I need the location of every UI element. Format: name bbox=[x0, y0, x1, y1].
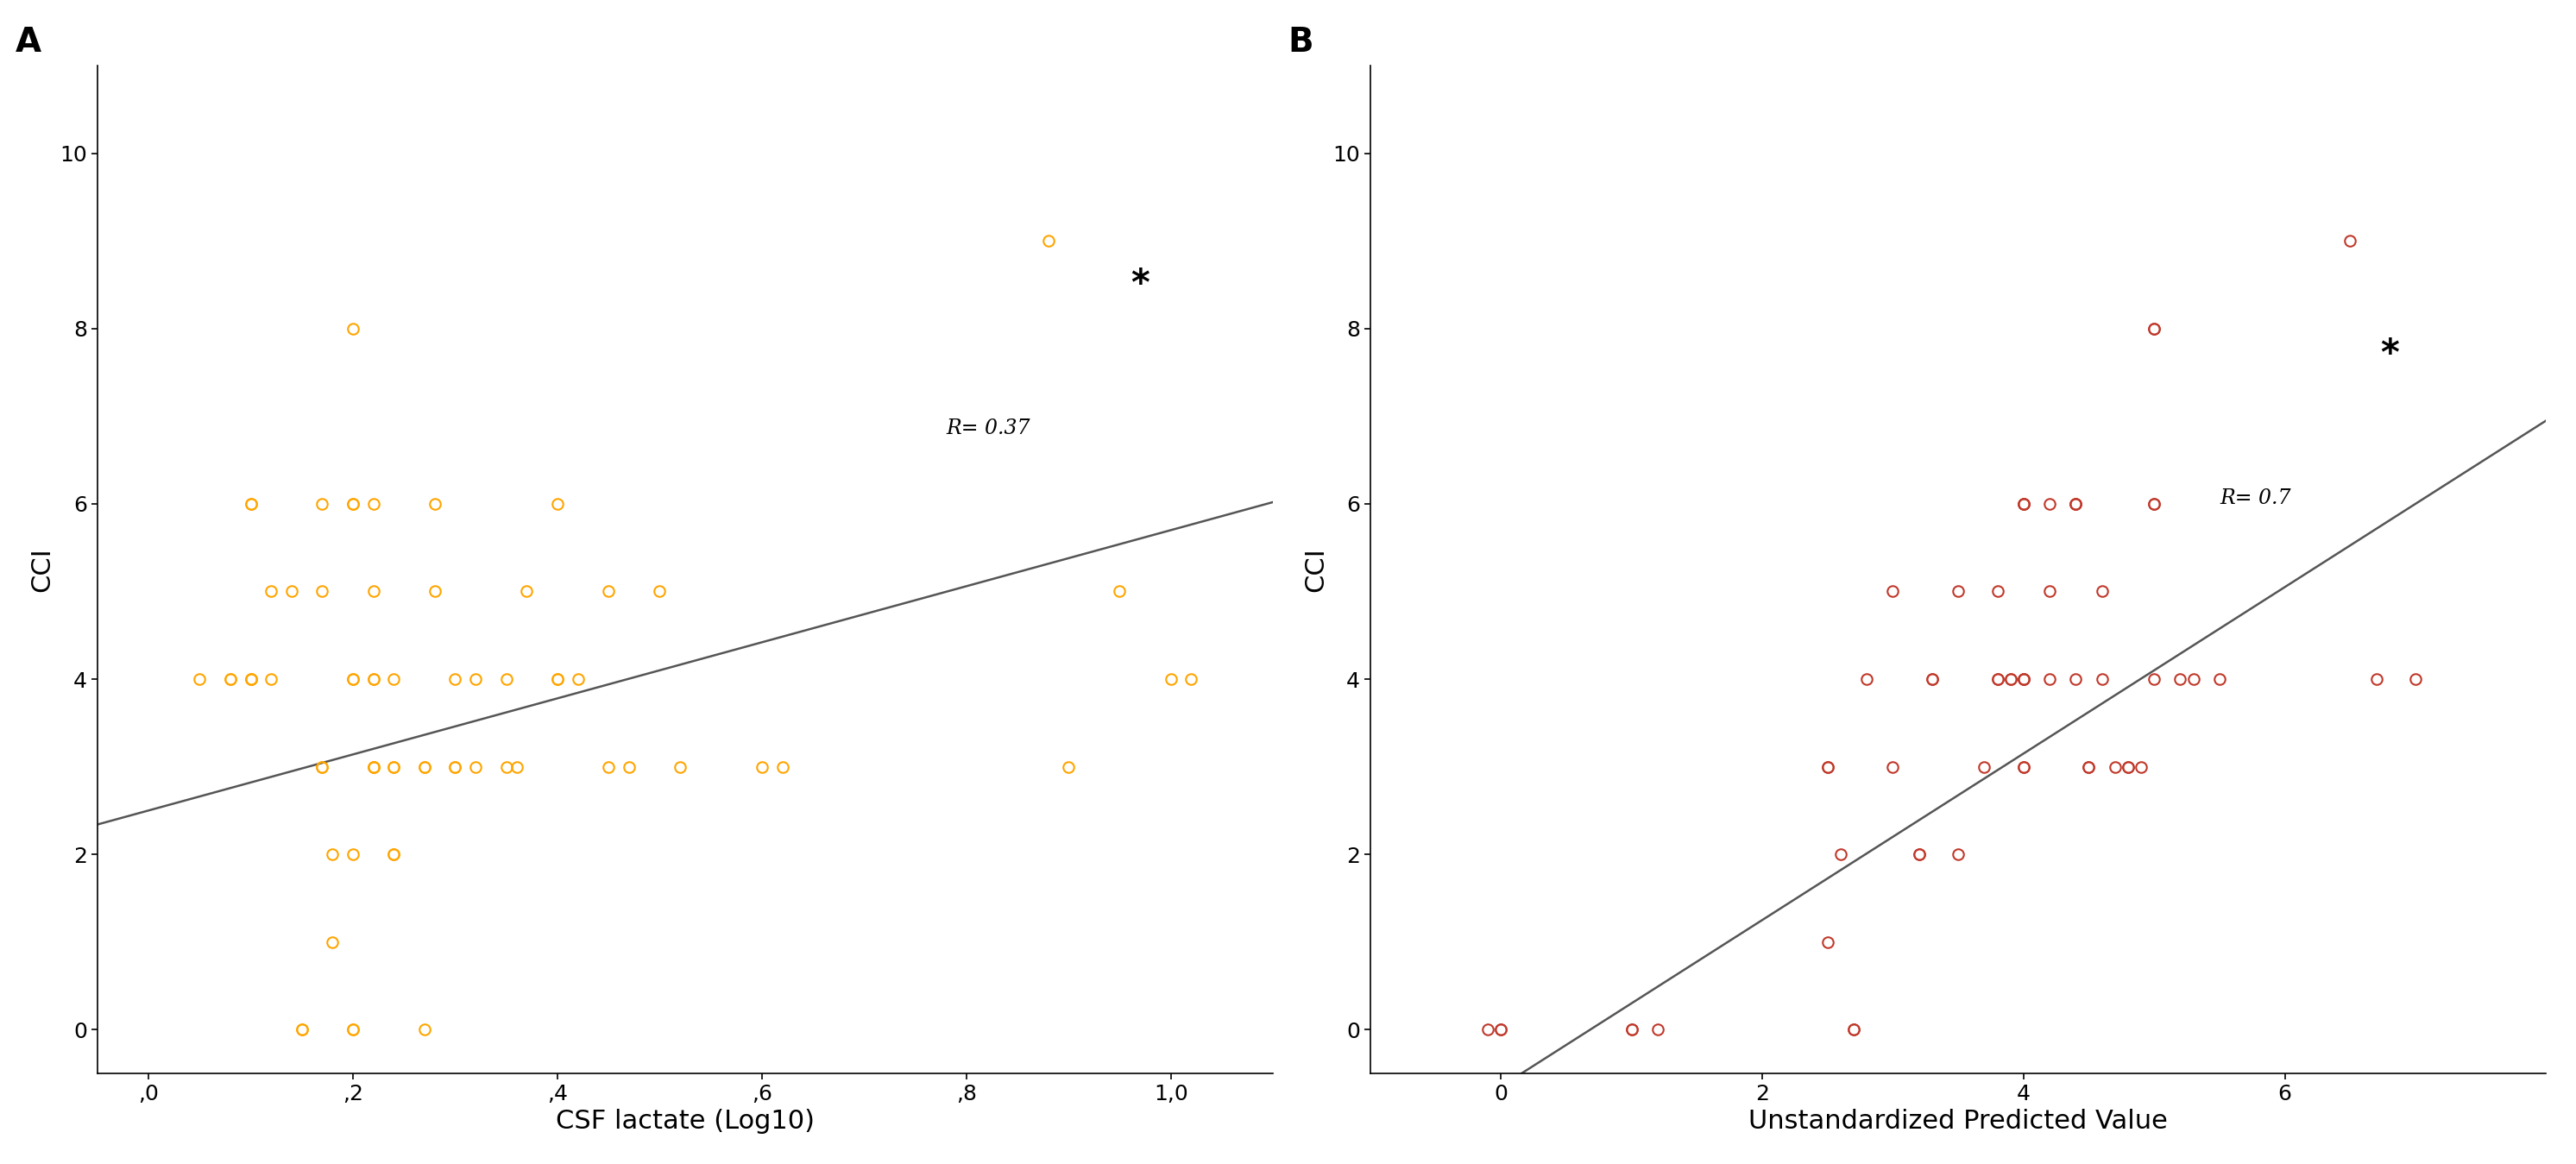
Text: R= 0.7: R= 0.7 bbox=[2221, 489, 2290, 509]
Text: B: B bbox=[1288, 26, 1314, 58]
X-axis label: CSF lactate (Log10): CSF lactate (Log10) bbox=[556, 1109, 814, 1134]
Text: *: * bbox=[2380, 336, 2398, 372]
Y-axis label: CCI: CCI bbox=[1303, 547, 1329, 592]
Text: *: * bbox=[1131, 267, 1149, 303]
Y-axis label: CCI: CCI bbox=[31, 547, 54, 592]
X-axis label: Unstandardized Predicted Value: Unstandardized Predicted Value bbox=[1749, 1109, 2169, 1134]
Text: R= 0.37: R= 0.37 bbox=[945, 418, 1030, 438]
Text: A: A bbox=[15, 26, 41, 58]
